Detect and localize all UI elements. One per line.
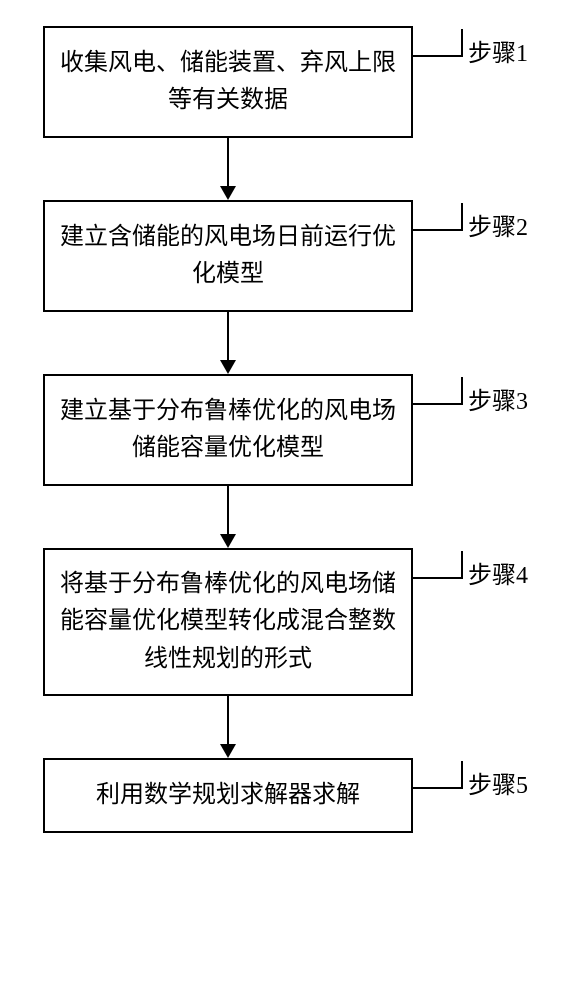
step-label-5: 步骤5 xyxy=(468,765,528,800)
flowchart-container: 收集风电、储能装置、弃风上限等有关数据 步骤1 建立含储能的风电场日前运行优化模… xyxy=(0,0,577,1000)
step-box-3: 建立基于分布鲁棒优化的风电场储能容量优化模型 xyxy=(43,374,413,486)
step-text-1: 收集风电、储能装置、弃风上限等有关数据 xyxy=(59,45,397,119)
connector-h-5 xyxy=(413,787,463,789)
arrow-shaft-2 xyxy=(227,312,229,360)
step-label-2: 步骤2 xyxy=(468,207,528,242)
step-text-5: 利用数学规划求解器求解 xyxy=(96,777,360,814)
connector-v-2 xyxy=(461,203,463,231)
arrow-head-2 xyxy=(220,360,236,374)
connector-v-1 xyxy=(461,29,463,57)
connector-h-3 xyxy=(413,403,463,405)
step-text-2: 建立含储能的风电场日前运行优化模型 xyxy=(59,219,397,293)
arrow-shaft-1 xyxy=(227,138,229,186)
connector-h-4 xyxy=(413,577,463,579)
connector-v-4 xyxy=(461,551,463,579)
step-box-1: 收集风电、储能装置、弃风上限等有关数据 xyxy=(43,26,413,138)
connector-h-1 xyxy=(413,55,463,57)
step-box-5: 利用数学规划求解器求解 xyxy=(43,758,413,833)
step-box-4: 将基于分布鲁棒优化的风电场储能容量优化模型转化成混合整数线性规划的形式 xyxy=(43,548,413,696)
connector-v-5 xyxy=(461,761,463,789)
step-text-3: 建立基于分布鲁棒优化的风电场储能容量优化模型 xyxy=(59,393,397,467)
arrow-head-3 xyxy=(220,534,236,548)
connector-h-2 xyxy=(413,229,463,231)
step-box-2: 建立含储能的风电场日前运行优化模型 xyxy=(43,200,413,312)
arrow-shaft-4 xyxy=(227,696,229,744)
step-text-4: 将基于分布鲁棒优化的风电场储能容量优化模型转化成混合整数线性规划的形式 xyxy=(59,566,397,678)
step-label-4: 步骤4 xyxy=(468,555,528,590)
step-label-3: 步骤3 xyxy=(468,381,528,416)
arrow-shaft-3 xyxy=(227,486,229,534)
arrow-head-1 xyxy=(220,186,236,200)
connector-v-3 xyxy=(461,377,463,405)
arrow-head-4 xyxy=(220,744,236,758)
step-label-1: 步骤1 xyxy=(468,33,528,68)
